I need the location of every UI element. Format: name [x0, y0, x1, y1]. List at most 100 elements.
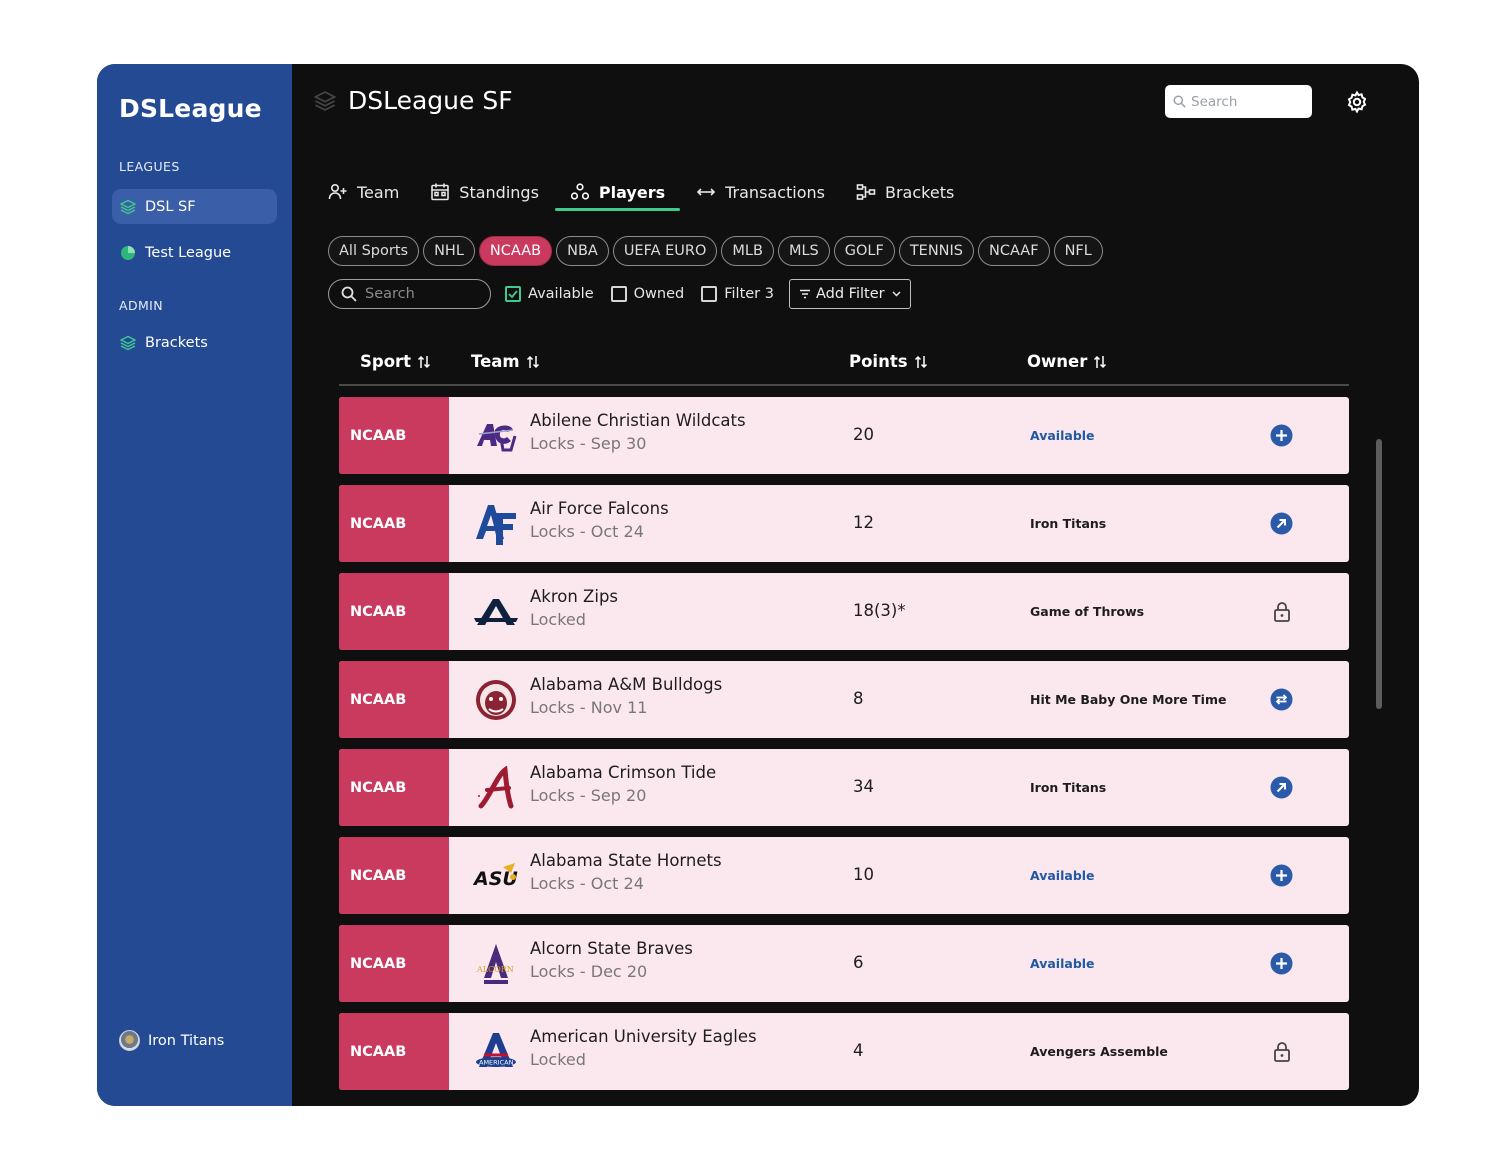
- team-name[interactable]: Alcorn State Braves: [530, 939, 693, 958]
- add-button[interactable]: [1270, 952, 1293, 975]
- tab-players[interactable]: Players: [554, 174, 681, 211]
- sort-sport-header[interactable]: Sport: [360, 352, 431, 371]
- sidebar-item-label: Brackets: [145, 334, 208, 351]
- svg-text:ASU: ASU: [473, 868, 518, 890]
- lock-icon: [1270, 600, 1293, 623]
- available-checkbox[interactable]: Available: [505, 286, 594, 302]
- arrow-up-right-button[interactable]: [1270, 776, 1293, 799]
- table-row[interactable]: NCAAB Abilene Christian Wildcats Locks - S…: [339, 397, 1349, 474]
- owned-checkbox[interactable]: Owned: [610, 286, 685, 302]
- team-cell: Alcorn State Braves Locks - Dec 20: [530, 939, 693, 981]
- chevron-down-icon: [892, 291, 901, 297]
- sidebar-item-brackets[interactable]: Brackets: [112, 325, 277, 360]
- checkbox-checked[interactable]: [505, 286, 521, 302]
- sport-cell: NCAAB: [339, 397, 449, 474]
- sort-icon: [1094, 355, 1107, 368]
- tab-label: Players: [598, 182, 666, 202]
- filter-icon: [799, 289, 810, 299]
- owner-cell: Hit Me Baby One More Time: [1030, 692, 1227, 707]
- lock-status: Locks - Oct 24: [530, 874, 644, 893]
- points-cell: 34: [853, 777, 874, 796]
- add-button[interactable]: [1270, 864, 1293, 887]
- lock-status: Locks - Oct 24: [530, 522, 644, 541]
- add-button[interactable]: [1270, 424, 1293, 447]
- trade-button[interactable]: [1270, 688, 1293, 711]
- admin-section-label: ADMIN: [119, 298, 163, 313]
- scrollbar[interactable]: [1376, 439, 1382, 709]
- add-filter-button[interactable]: Add Filter: [788, 279, 911, 309]
- search-placeholder: Search: [365, 286, 415, 302]
- table-row[interactable]: NCAAB AMERICAN American University Eagles L…: [339, 1013, 1349, 1090]
- header-label: Team: [471, 352, 520, 371]
- team-name[interactable]: Alabama State Hornets: [530, 851, 722, 870]
- team-name[interactable]: Alabama A&M Bulldogs: [530, 675, 723, 694]
- sport-chip-tennis[interactable]: TENNIS: [898, 236, 975, 266]
- sport-chip-mls[interactable]: MLS: [777, 236, 830, 266]
- team-logo: [472, 588, 520, 636]
- lock-status: Locked: [530, 1050, 586, 1069]
- points-cell: 6: [853, 953, 864, 972]
- sport-chip-mlb[interactable]: MLB: [721, 236, 774, 266]
- leagues-section-label: LEAGUES: [119, 159, 180, 174]
- team-name[interactable]: Abilene Christian Wildcats: [530, 411, 746, 430]
- sport-chip-nba[interactable]: NBA: [556, 236, 609, 266]
- sidebar-item-dsl-sf[interactable]: DSL SF: [112, 189, 277, 224]
- swap-arrows-icon: [696, 182, 716, 202]
- sport-chip-uefa-euro[interactable]: UEFA EURO: [612, 236, 718, 266]
- table-row[interactable]: NCAAB Air Force Falcons Locks - Oct 24 12 Ir…: [339, 485, 1349, 562]
- sport-chip-all-sports[interactable]: All Sports: [328, 236, 420, 266]
- tab-standings[interactable]: Standings: [430, 174, 554, 210]
- sport-chip-golf[interactable]: GOLF: [833, 236, 895, 266]
- team-name[interactable]: American University Eagles: [530, 1027, 757, 1046]
- sport-chip-ncaab[interactable]: NCAAB: [478, 236, 553, 266]
- current-user[interactable]: Iron Titans: [119, 1030, 224, 1051]
- tab-team[interactable]: Team: [328, 174, 414, 210]
- team-name[interactable]: Air Force Falcons: [530, 499, 669, 518]
- team-cell: Akron Zips Locked: [530, 587, 618, 629]
- table-row[interactable]: NCAAB ASU Alabama State Hornets Locks - Oct…: [339, 837, 1349, 914]
- table-row[interactable]: NCAAB ALCORN Alcorn State Braves Locks - De…: [339, 925, 1349, 1002]
- search-icon: [1173, 95, 1186, 108]
- sport-chip-nfl[interactable]: NFL: [1053, 236, 1103, 266]
- sort-icon: [526, 355, 539, 368]
- team-logo: [472, 676, 520, 724]
- tab-transactions[interactable]: Transactions: [696, 174, 840, 210]
- sort-owner-header[interactable]: Owner: [1027, 352, 1107, 371]
- checkbox-label: Owned: [633, 286, 685, 302]
- global-search-input[interactable]: Search: [1165, 85, 1312, 118]
- team-name[interactable]: Akron Zips: [530, 587, 619, 606]
- owner-cell: Available: [1030, 428, 1095, 443]
- sort-team-header[interactable]: Team: [471, 352, 540, 371]
- arrow-up-right-button[interactable]: [1270, 512, 1293, 535]
- tab-brackets[interactable]: Brackets: [856, 174, 969, 210]
- filter3-checkbox[interactable]: Filter 3: [701, 286, 774, 302]
- player-search-input[interactable]: Search: [328, 279, 491, 309]
- bracket-icon: [856, 182, 876, 202]
- sport-cell: NCAAB: [339, 1013, 449, 1090]
- points-cell: 20: [853, 425, 874, 444]
- sidebar-item-test-league[interactable]: Test League: [112, 235, 277, 270]
- checkbox-unchecked[interactable]: [701, 286, 718, 302]
- points-cell: 10: [853, 865, 874, 884]
- table-row[interactable]: NCAAB Akron Zips Locked 18(3)* Game of Throw…: [339, 573, 1349, 650]
- points-cell: 18(3)*: [853, 601, 906, 620]
- sort-points-header[interactable]: Points: [849, 352, 928, 371]
- table-row[interactable]: NCAAB Alabama Crimson Tide Locks - Sep 20 3…: [339, 749, 1349, 826]
- sport-chip-nhl[interactable]: NHL: [423, 236, 475, 266]
- team-cell: Alabama State Hornets Locks - Oct 24: [530, 851, 722, 893]
- checkbox-label: Filter 3: [724, 286, 774, 302]
- checkbox-label: Available: [528, 286, 594, 302]
- tab-bar: Team Standings Players Transactions: [328, 174, 985, 211]
- owner-cell: Avengers Assemble: [1030, 1044, 1168, 1059]
- sport-chip-ncaaf[interactable]: NCAAF: [978, 236, 1050, 266]
- team-name[interactable]: Alabama Crimson Tide: [530, 763, 717, 782]
- lock-status: Locks - Sep 30: [530, 434, 647, 453]
- lock-status: Locks - Nov 11: [530, 698, 648, 717]
- app-window: DSLeague LEAGUES DSL SF Test League ADMI…: [97, 64, 1419, 1106]
- settings-gear-icon[interactable]: [1345, 90, 1369, 114]
- checkbox-unchecked[interactable]: [610, 286, 627, 302]
- team-logo: ALCORN: [472, 940, 520, 988]
- table-row[interactable]: NCAAB Alabama A&M Bulldogs Locks - Nov 11 8…: [339, 661, 1349, 738]
- page-header: DSLeague SF: [313, 86, 513, 115]
- owner-cell: Iron Titans: [1030, 516, 1107, 531]
